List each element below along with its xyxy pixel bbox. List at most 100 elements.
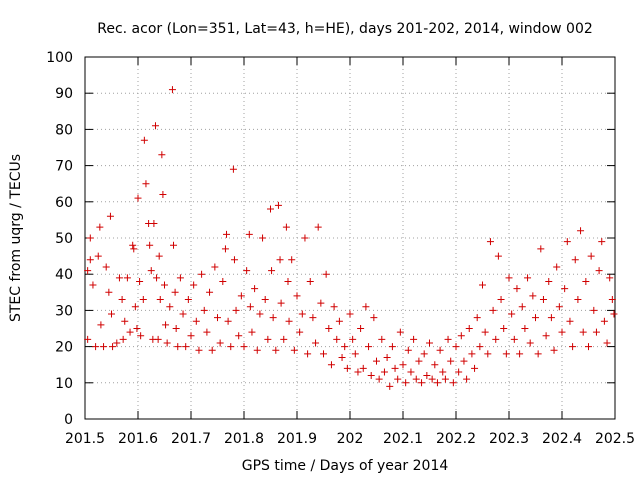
y-tick-label: 10 [55, 376, 73, 392]
data-point [518, 303, 526, 311]
data-point [216, 339, 224, 347]
data-point [284, 277, 292, 285]
data-point [579, 328, 587, 336]
data-point [587, 252, 595, 260]
data-point [354, 368, 362, 376]
data-point [463, 375, 471, 383]
y-tick-label: 20 [55, 340, 73, 356]
data-point [134, 194, 142, 202]
data-point [131, 303, 139, 311]
data-point [399, 361, 407, 369]
data-point [224, 317, 232, 325]
tick-layer: 0 10 20 30 40 50 60 70 80 90 100 201.5 201.6 201.7 201… [46, 50, 635, 447]
data-point [569, 343, 577, 351]
y-tick-label: 0 [64, 412, 73, 428]
data-point [561, 285, 569, 293]
data-point [391, 364, 399, 372]
data-point [317, 299, 325, 307]
data-point [100, 343, 108, 351]
data-point [174, 343, 182, 351]
data-point [237, 292, 245, 300]
data-point [476, 343, 484, 351]
data-point [190, 281, 198, 289]
data-point [436, 346, 444, 354]
data-point [154, 335, 162, 343]
data-point [126, 328, 134, 336]
data-point [362, 303, 370, 311]
data-point [320, 350, 327, 358]
data-point [184, 296, 192, 304]
data-point [386, 382, 394, 390]
data-point [444, 335, 452, 343]
data-point [159, 191, 167, 199]
data-point [600, 317, 608, 325]
data-point [139, 296, 147, 304]
x-tick-label: 201.9 [277, 431, 317, 447]
data-point [590, 306, 598, 314]
data-point [229, 165, 237, 173]
data-point [172, 325, 180, 332]
data-point [526, 339, 534, 347]
data-point [494, 252, 502, 260]
data-point [426, 339, 433, 347]
data-point [113, 339, 121, 347]
data-point [133, 325, 141, 332]
data-point [479, 281, 486, 289]
data-point [592, 328, 600, 336]
data-point [431, 361, 439, 369]
data-point [245, 230, 253, 238]
data-point [489, 306, 497, 314]
data-point [394, 375, 402, 383]
data-point [545, 277, 553, 285]
y-tick-label: 50 [55, 231, 73, 247]
data-point [147, 267, 155, 275]
data-point [240, 343, 248, 351]
data-point [500, 325, 508, 332]
data-point [388, 343, 396, 351]
data-point [109, 343, 117, 351]
data-point [404, 346, 412, 354]
data-point [418, 379, 426, 387]
data-point [553, 263, 561, 271]
data-point [163, 339, 171, 347]
data-point [158, 151, 166, 159]
data-point [296, 328, 304, 336]
data-point [423, 372, 431, 380]
data-point [457, 332, 465, 340]
data-point [150, 220, 158, 228]
data-point [330, 303, 338, 311]
data-point [412, 375, 420, 383]
data-point [327, 361, 335, 369]
data-point [497, 296, 505, 304]
data-point [577, 227, 585, 235]
data-point [351, 350, 359, 358]
data-point [142, 180, 150, 188]
data-point [359, 364, 367, 372]
data-point [208, 346, 216, 354]
data-point [335, 317, 343, 325]
data-point [534, 350, 542, 358]
y-axis-label: STEC from uqrg / TECUs [8, 154, 24, 322]
data-point [200, 306, 208, 314]
data-points [84, 86, 618, 390]
data-point [94, 252, 102, 260]
x-tick-label: 202.3 [489, 431, 529, 447]
data-point [267, 205, 274, 213]
data-point [606, 274, 614, 282]
data-point [346, 310, 354, 318]
x-tick-label: 202.1 [383, 431, 423, 447]
x-tick-label: 202.2 [436, 431, 476, 447]
data-point [105, 288, 113, 296]
data-point [248, 328, 256, 336]
x-tick-label: 201.5 [65, 431, 105, 447]
data-point [136, 277, 144, 285]
data-point [219, 277, 227, 285]
data-point [146, 241, 154, 249]
data-point [264, 335, 272, 343]
data-point [277, 299, 285, 307]
data-point [203, 328, 211, 336]
data-point [468, 350, 476, 358]
data-point [447, 357, 455, 365]
data-point [162, 321, 170, 329]
